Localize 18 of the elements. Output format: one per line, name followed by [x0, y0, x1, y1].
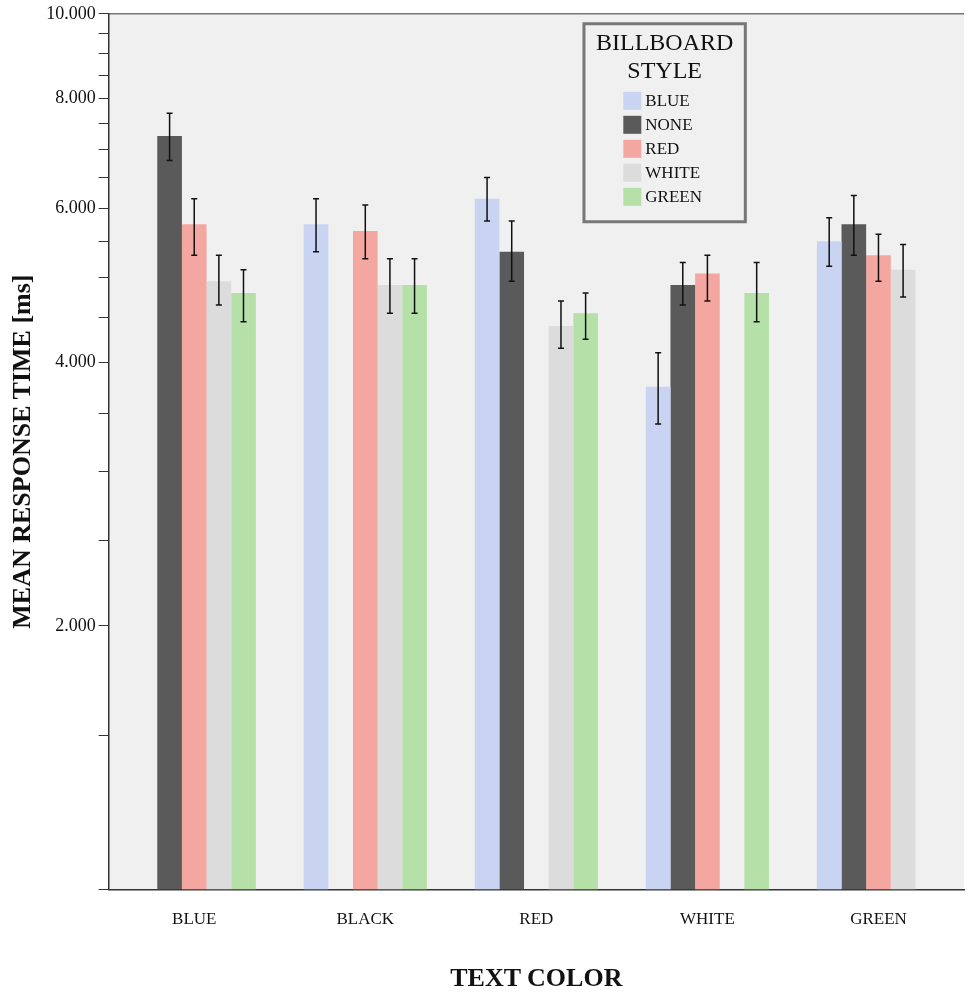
y-tick-label: 10.000 [46, 2, 96, 23]
y-tick-label: 2.000 [55, 614, 96, 635]
legend-label: RED [645, 139, 680, 159]
y-tick-label: 4.000 [55, 350, 96, 371]
y-tick-label: 8.000 [55, 87, 96, 108]
x-tick-label: RED [519, 909, 554, 929]
x-tick-label: WHITE [680, 909, 735, 929]
x-tick-label: BLUE [172, 909, 217, 929]
legend-label: BLUE [645, 91, 690, 111]
legend-label: GREEN [645, 187, 702, 207]
x-tick-label: BLACK [336, 909, 395, 929]
x-tick-label: GREEN [850, 909, 907, 929]
x-axis-title: TEXT COLOR [450, 963, 623, 993]
legend-title: BILLBOARD STYLE [595, 29, 734, 84]
y-axis-title: MEAN RESPONSE TIME [ms] [7, 274, 37, 629]
legend-label: NONE [645, 115, 693, 135]
y-tick-label: 6.000 [55, 196, 96, 217]
legend-label: WHITE [645, 163, 701, 183]
